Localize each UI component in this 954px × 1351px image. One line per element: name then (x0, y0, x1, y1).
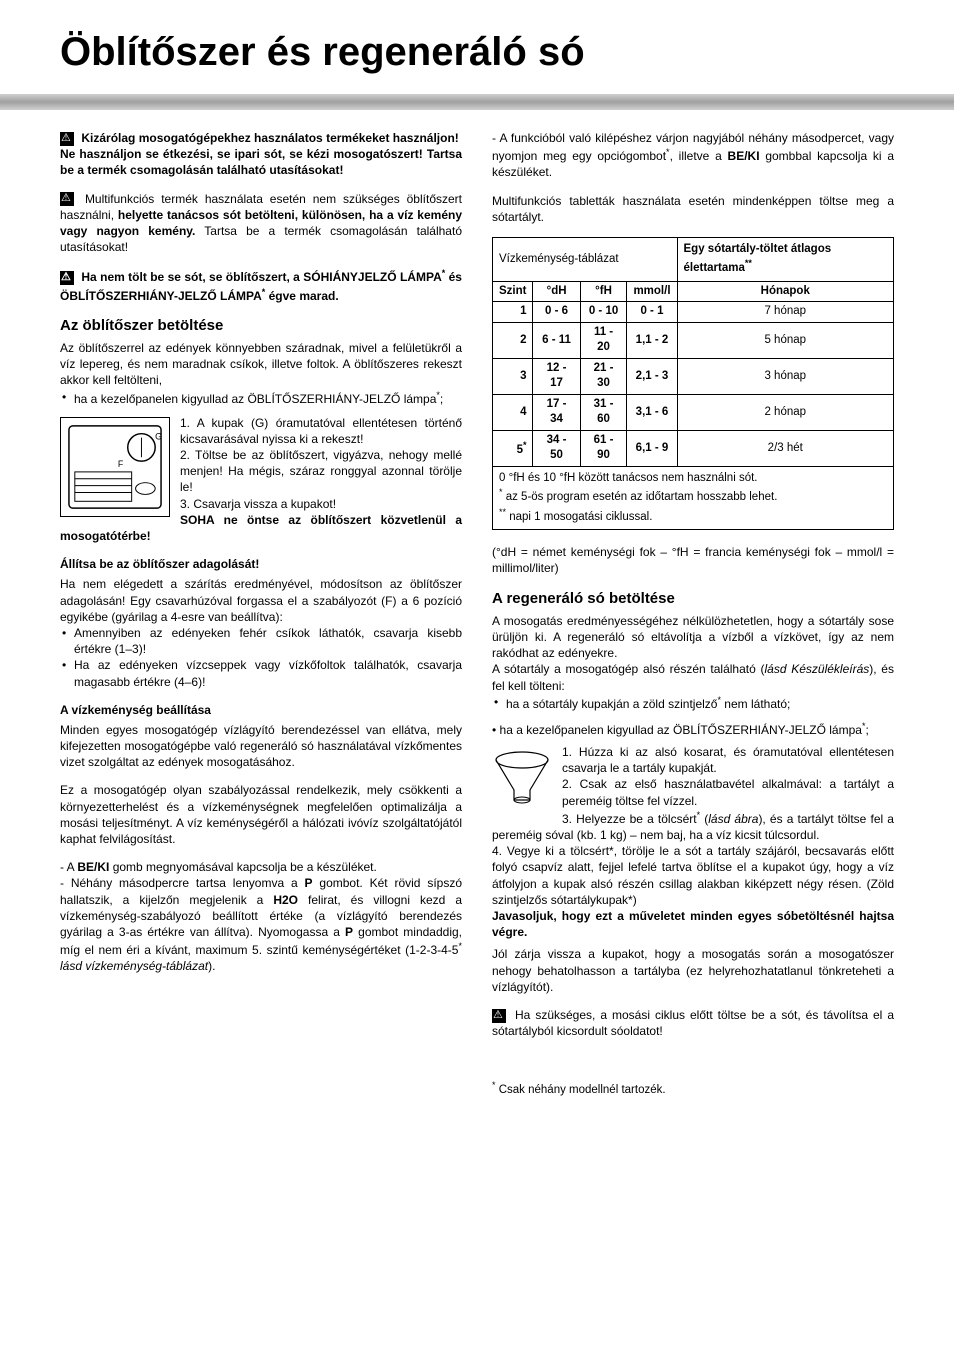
table-row: 1 0 - 6 0 - 10 0 - 1 7 hónap (493, 302, 894, 323)
warning-icon (60, 132, 74, 146)
left-column: Kizárólag mosogatógépekhez használatos t… (60, 130, 462, 1099)
salt-li1: ha a sótartály kupakján a zöld szintjelz… (492, 694, 894, 712)
table-header-right: Egy sótartály-töltet átlagos élettartama… (677, 237, 893, 281)
hardness-subheading: A vízkeménység beállítása (60, 702, 462, 718)
salt-step4: 4. Vegye ki a tölcsért*, törölje le a só… (492, 843, 894, 908)
rinse-aid-li1: ha a kezelőpanelen kigyullad az ÖBLÍTŐSZ… (60, 389, 462, 407)
table-footnotes: 0 °fH és 10 °fH között tanácsos nem hasz… (493, 466, 894, 529)
table-row: 5* 34 - 50 61 - 90 6,1 - 9 2/3 hét (493, 430, 894, 466)
dosage-p: Ha nem elégedett a szárítás eredményével… (60, 576, 462, 625)
dispenser-diagram: G F (60, 417, 170, 517)
salt-p1: A mosogatás eredményességéhez nélkülözhe… (492, 613, 894, 662)
hardness-table: Vízkeménység-táblázat Egy sótartály-tölt… (492, 237, 894, 530)
table-row: 2 6 - 11 11 - 20 1,1 - 2 5 hónap (493, 322, 894, 358)
model-footnote: * Csak néhány modellnél tartozék. (492, 1079, 894, 1098)
col-mmol: mmol/l (627, 281, 677, 302)
right-column: - A funkcióból való kilépéshez várjon na… (492, 130, 894, 1099)
rinse-aid-heading: Az öblítőszer betöltése (60, 316, 462, 336)
dispenser-steps: G F 1. A kupak (G) óramutatóval ellentét… (60, 415, 462, 545)
warn1-text-b: Ne használjon se étkezési, se ipari sót,… (60, 147, 462, 177)
warn3-text-a: Ha nem tölt be se sót, se öblítőszert, a… (81, 270, 441, 284)
step3: 3. Csavarja vissza a kupakot! (180, 497, 336, 511)
svg-text:G: G (155, 431, 162, 441)
units-legend: (°dH = német keménységi fok – °fH = fran… (492, 544, 894, 576)
dosage-subheading: Állítsa be az öblítőszer adagolását! (60, 556, 462, 572)
salt-p2: A sótartály a mosogatógép alsó részén ta… (492, 661, 894, 693)
col-szint: Szint (493, 281, 533, 302)
warn3-text-c: égve marad. (265, 289, 338, 303)
salt-li2: • ha a kezelőpanelen kigyullad az ÖBLÍTŐ… (492, 720, 894, 738)
separator-bar (0, 94, 954, 110)
step1: 1. A kupak (G) óramutatóval ellentétesen… (180, 416, 462, 446)
col-dh: °dH (533, 281, 580, 302)
svg-text:F: F (118, 459, 124, 469)
funnel-diagram (492, 746, 552, 806)
salt-heading: A regeneráló só betöltése (492, 589, 894, 609)
salt-step3: 3. Helyezze be a tölcsért* (lásd ábra), … (492, 812, 894, 842)
table-row: 4 17 - 34 31 - 60 3,1 - 6 2 hónap (493, 394, 894, 430)
page-title: Öblítőszer és regeneráló só (0, 0, 954, 94)
step2: 2. Töltse be az öblítőszert, vigyázva, n… (180, 448, 462, 494)
col-fh: °fH (580, 281, 627, 302)
salt-step2: 2. Csak az első használatbavétel alkalmá… (562, 777, 894, 807)
col-honapok: Hónapok (677, 281, 893, 302)
warning-block-1: Kizárólag mosogatógépekhez használatos t… (60, 130, 462, 179)
dosage-li1: Amennyiben az edényeken fehér csíkok lát… (60, 625, 462, 657)
exit-func-p: - A funkcióból való kilépéshez várjon na… (492, 130, 894, 181)
salt-step1: 1. Húzza ki az alsó kosarat, és óramutat… (562, 745, 894, 775)
table-row: 3 12 - 17 21 - 30 2,1 - 3 3 hónap (493, 358, 894, 394)
hardness-p2: Ez a mosogatógép olyan szabályozással re… (60, 782, 462, 847)
hardness-p1: Minden egyes mosogatógép vízlágyító bere… (60, 722, 462, 771)
warn1-text-a: Kizárólag mosogatógépekhez használatos t… (81, 131, 458, 145)
warning-icon (60, 271, 74, 285)
warning-block-2: Multifunkciós termék használata esetén n… (60, 191, 462, 256)
salt-recommend: Javasoljuk, hogy ezt a műveletet minden … (492, 908, 894, 940)
warning-block-3: Ha nem tölt be se sót, se öblítőszert, a… (60, 267, 462, 303)
salt-p3: Jól zárja vissza a kupakot, hogy a mosog… (492, 946, 894, 995)
rinse-aid-p1: Az öblítőszerrel az edények könnyebben s… (60, 340, 462, 389)
hardness-p4: - Néhány másodpercre tartsa lenyomva a P… (60, 875, 462, 974)
hardness-p3: - A BE/KI gomb megnyomásával kapcsolja b… (60, 859, 462, 875)
multifunc-p: Multifunkciós tabletták használata eseté… (492, 193, 894, 225)
dosage-li2: Ha az edényeken vízcseppek vagy vízkőfol… (60, 657, 462, 689)
warning-icon (60, 192, 74, 206)
salt-warn: Ha szükséges, a mosási ciklus előtt tölt… (492, 1007, 894, 1039)
warning-icon (492, 1009, 506, 1023)
table-header-left: Vízkeménység-táblázat (493, 237, 678, 281)
